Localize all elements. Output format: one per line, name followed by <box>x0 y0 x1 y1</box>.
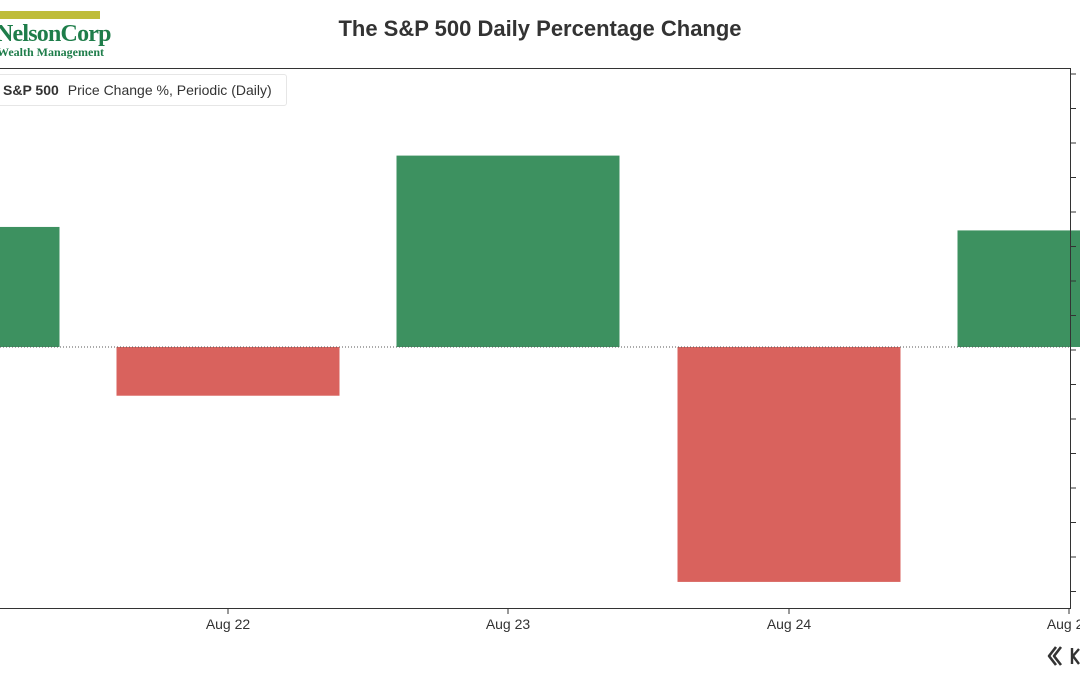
x-tick-label: Aug 24 <box>767 616 812 632</box>
logo-subtitle: Wealth Management <box>0 45 104 59</box>
chart-title: The S&P 500 Daily Percentage Change <box>338 16 742 41</box>
kensho-logo-icon <box>1047 646 1080 666</box>
bar-aug-24 <box>677 347 901 582</box>
nelsoncorp-logo: NelsonCorp Wealth Management <box>0 0 111 62</box>
legend-series-name: S&P 500 <box>3 82 59 98</box>
chart-legend: S&P 500 Price Change %, Periodic (Daily) <box>0 74 287 106</box>
bar-aug-23 <box>396 155 620 347</box>
x-tick-label: Aug 22 <box>206 616 251 632</box>
logo-accent-bar <box>0 11 100 19</box>
legend-series-description: Price Change %, Periodic (Daily) <box>67 82 272 98</box>
bar-aug-21 <box>0 226 60 347</box>
bar-aug-25 <box>957 230 1080 347</box>
x-tick-label: Aug 25 <box>1047 616 1080 632</box>
x-tick-label: Aug 23 <box>486 616 531 632</box>
bar-aug-22 <box>116 347 340 396</box>
logo-name: NelsonCorp <box>0 21 111 47</box>
